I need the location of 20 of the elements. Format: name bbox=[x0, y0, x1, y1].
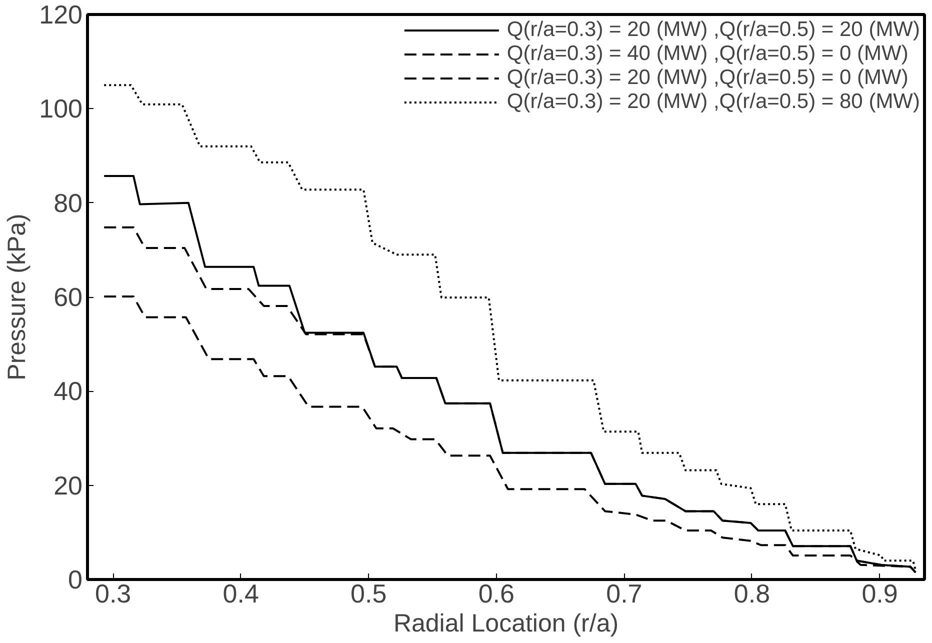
legend-label: Q(r/a=0.3) = 20 (MW) ,Q(r/a=0.5) = 0 (MW) bbox=[506, 66, 908, 90]
legend-label: Q(r/a=0.3) = 40 (MW) ,Q(r/a=0.5) = 0 (MW) bbox=[506, 42, 908, 66]
legend-label: Q(r/a=0.3) = 20 (MW) ,Q(r/a=0.5) = 20 (MW) bbox=[506, 18, 920, 42]
x-tick-label: 0.7 bbox=[606, 578, 642, 608]
legend-label: Q(r/a=0.3) = 20 (MW) ,Q(r/a=0.5) = 80 (MW) bbox=[506, 90, 920, 114]
y-tick-label: 80 bbox=[54, 188, 82, 218]
x-tick-label: 0.5 bbox=[350, 578, 387, 608]
x-tick-label: 0.4 bbox=[222, 578, 259, 608]
y-tick-label: 100 bbox=[39, 94, 83, 124]
x-tick-label: 0.9 bbox=[862, 578, 898, 608]
x-tick-label: 0.6 bbox=[478, 578, 514, 608]
y-tick-label: 60 bbox=[54, 282, 82, 312]
y-tick-label: 20 bbox=[54, 470, 82, 500]
y-tick-label: 0 bbox=[68, 564, 83, 594]
y-axis-title: Pressure (kPa) bbox=[3, 214, 32, 380]
x-axis-title: Radial Location (r/a) bbox=[393, 610, 619, 638]
x-tick-label: 0.8 bbox=[734, 578, 770, 608]
y-tick-label: 40 bbox=[54, 376, 82, 406]
x-tick-label: 0.3 bbox=[94, 578, 132, 608]
y-tick-label: 120 bbox=[39, 0, 83, 30]
